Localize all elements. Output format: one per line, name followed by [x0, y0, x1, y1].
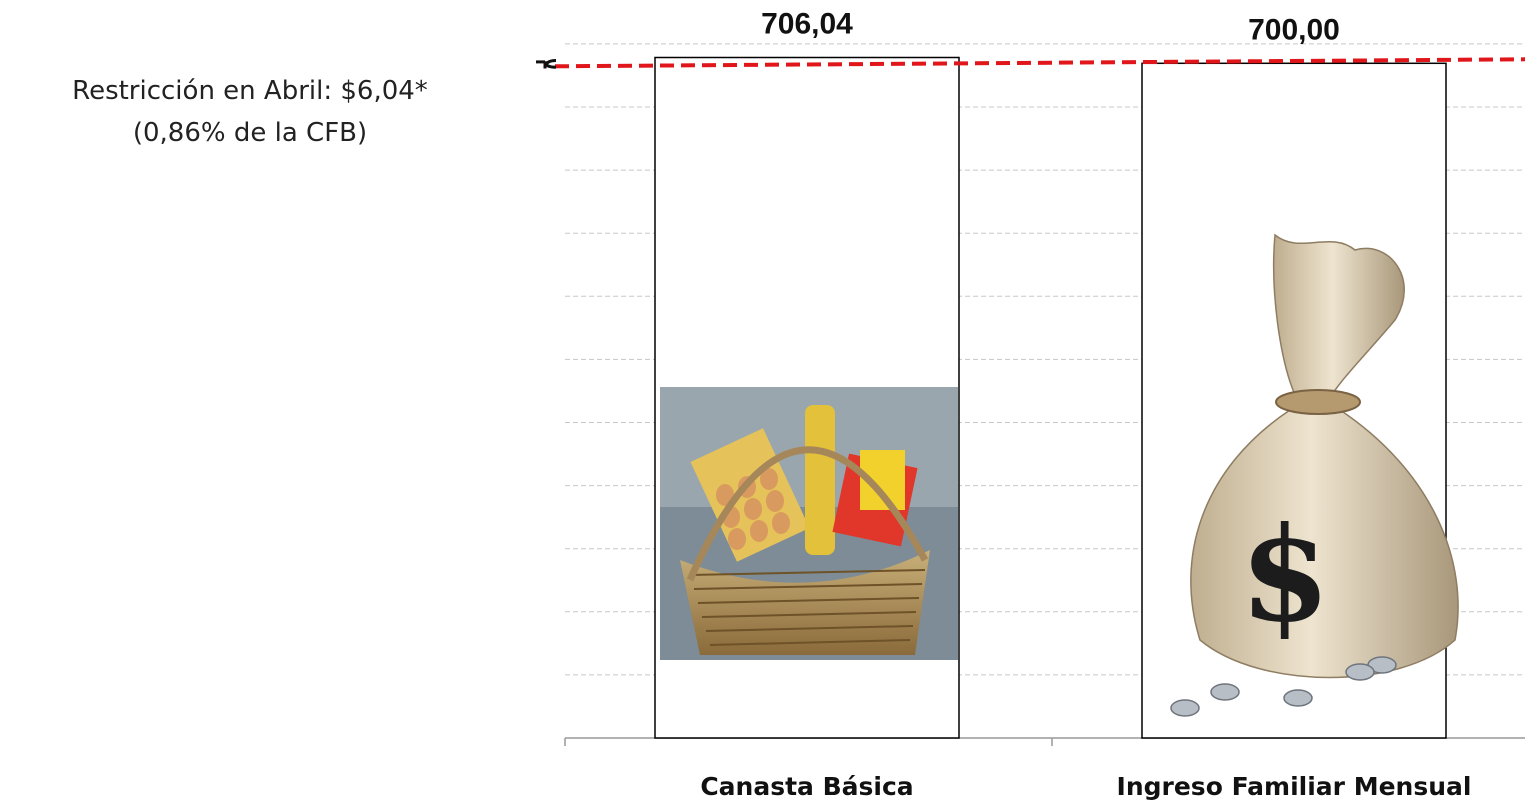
- restriction-annotation-line2: (0,86% de la CFB): [132, 118, 368, 148]
- restriction-bracket: [543, 59, 557, 69]
- category-label: Ingreso Familiar Mensual: [1117, 772, 1472, 801]
- bag-body: [1190, 409, 1459, 679]
- bar-images: $: [660, 233, 1459, 717]
- egg: [728, 528, 746, 550]
- basket-weave: [705, 625, 914, 632]
- restriction-annotation: Restricción en Abril: $6,04* (0,86% de l…: [0, 70, 500, 154]
- coin: [1283, 689, 1313, 707]
- basket-weave: [689, 569, 926, 576]
- basket-weave: [697, 597, 920, 604]
- threshold: [536, 57, 1525, 69]
- coin: [1345, 663, 1375, 681]
- wicker-basket: [680, 550, 930, 655]
- coin: [1210, 683, 1240, 701]
- dollar-sign-icon: $: [1240, 498, 1330, 651]
- basket-weave: [709, 639, 911, 646]
- threshold-line: [554, 57, 1525, 69]
- egg: [750, 520, 768, 542]
- basket-handle: [686, 446, 929, 582]
- oil-bottle: [805, 405, 835, 555]
- egg: [772, 512, 790, 534]
- egg: [766, 490, 784, 512]
- coin: [1170, 699, 1200, 717]
- basket-weave: [701, 611, 917, 618]
- egg: [744, 498, 762, 520]
- bag-neck-fabric: [1272, 233, 1405, 399]
- bar-value-label: 706,04: [761, 8, 853, 41]
- egg: [760, 468, 778, 490]
- category-label: Canasta Básica: [700, 772, 913, 801]
- money-bag-image: $: [1170, 233, 1459, 717]
- bag-rope: [1275, 389, 1361, 415]
- bar-value-label: 700,00: [1248, 13, 1340, 46]
- grocery-basket-image: [660, 387, 958, 660]
- restriction-annotation-line1: Restricción en Abril: $6,04*: [72, 76, 428, 106]
- labels: 706,04 Canasta Básica 700,00 Ingreso Famili…: [700, 8, 1471, 802]
- basket-weave: [693, 583, 923, 590]
